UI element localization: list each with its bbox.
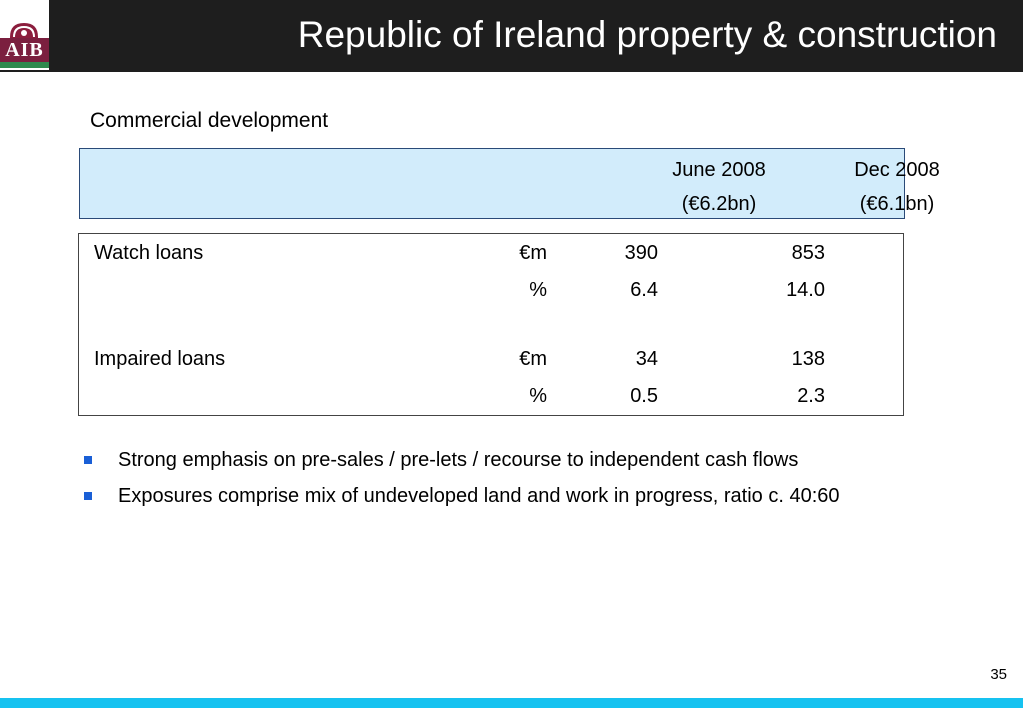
column-subheader-dec-2008: (€6.1bn) bbox=[859, 193, 935, 215]
column-header-june-2008: June 2008 bbox=[672, 159, 766, 181]
section-title: Commercial development bbox=[90, 109, 329, 132]
row-value-dec: 138 bbox=[791, 348, 825, 370]
logo-stripe bbox=[0, 62, 49, 68]
page-title: Republic of Ireland property & construct… bbox=[297, 14, 997, 55]
row-value-june: 6.4 bbox=[630, 279, 658, 301]
row-value-dec: 2.3 bbox=[797, 385, 825, 407]
logo-text: AIB bbox=[0, 38, 49, 62]
row-unit: €m bbox=[519, 348, 547, 370]
column-header-dec-2008: Dec 2008 bbox=[854, 159, 940, 181]
row-value-dec: 853 bbox=[791, 242, 825, 264]
header-bar: AIB Republic of Ireland property & const… bbox=[0, 0, 1023, 72]
column-subheader-june-2008: (€6.2bn) bbox=[681, 193, 757, 215]
row-unit: % bbox=[529, 279, 547, 301]
row-label: Watch loans bbox=[94, 242, 204, 264]
table-row: Impaired loans €m 34 138 bbox=[79, 342, 903, 378]
list-item: Strong emphasis on pre-sales / pre-lets … bbox=[80, 446, 920, 474]
bullet-square-icon bbox=[84, 492, 92, 500]
row-value-june: 390 bbox=[624, 242, 658, 264]
footer-bar bbox=[0, 698, 1023, 708]
row-unit: €m bbox=[519, 242, 547, 264]
data-table: Watch loans €m 390 853 % 6.4 14.0 Impair… bbox=[78, 233, 904, 416]
table-row: % 6.4 14.0 bbox=[79, 273, 903, 309]
table-column-header: June 2008 (€6.2bn) Dec 2008 (€6.1bn) bbox=[79, 148, 940, 219]
list-item: Exposures comprise mix of undeveloped la… bbox=[80, 482, 920, 510]
row-value-dec: 14.0 bbox=[786, 279, 825, 301]
row-value-june: 34 bbox=[635, 348, 658, 370]
row-unit: % bbox=[529, 385, 547, 407]
bullet-text: Strong emphasis on pre-sales / pre-lets … bbox=[118, 449, 799, 471]
aib-logo: AIB bbox=[0, 0, 49, 70]
row-label: Impaired loans bbox=[94, 348, 226, 370]
bullet-text: Exposures comprise mix of undeveloped la… bbox=[118, 485, 840, 507]
table-row: % 0.5 2.3 bbox=[79, 379, 903, 415]
bullet-square-icon bbox=[84, 456, 92, 464]
bullet-list: Strong emphasis on pre-sales / pre-lets … bbox=[80, 446, 920, 518]
row-value-june: 0.5 bbox=[630, 385, 658, 407]
table-row: Watch loans €m 390 853 bbox=[79, 236, 903, 272]
page-number: 35 bbox=[990, 666, 1007, 683]
